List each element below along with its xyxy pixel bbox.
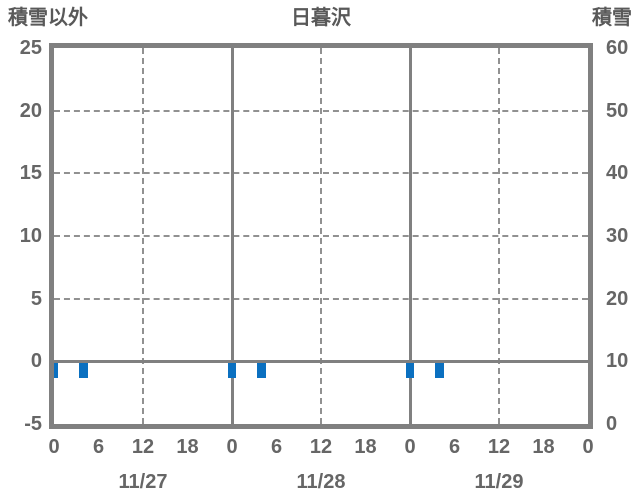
plot-frame [49,43,593,429]
x-axis-tick-label: 18 [176,436,199,458]
y-axis-left-tick-label: 5 [30,287,42,310]
y-axis-right-tick-label: 60 [606,37,629,59]
precip-bar [54,361,59,378]
precip-bar [79,361,89,378]
x-axis-tick-label: 18 [532,436,555,458]
date-label: 11/29 [474,471,524,493]
y-axis-left-tick-label: 20 [19,99,42,122]
y-axis-right-tick-label: 20 [606,287,629,310]
x-axis-tick-label: 18 [354,436,377,458]
x-axis-tick-label: 0 [226,436,238,458]
x-axis-tick-label: 0 [404,436,416,458]
right-axis-title: 積雪 [592,7,632,29]
y-axis-right-tick-label: 50 [606,99,629,122]
x-axis-tick-label: 0 [48,436,60,458]
plot-area [54,48,588,424]
precip-bar [435,361,445,378]
y-axis-right-tick-label: 10 [606,350,629,373]
x-axis-tick-label: 12 [309,436,333,458]
x-axis-tick-label: 0 [582,436,594,458]
precip-bar [257,361,267,378]
y-axis-left-tick-label: 0 [30,350,42,373]
y-axis-right-tick-label: 30 [606,225,629,247]
x-axis-tick-label: 12 [131,436,155,458]
precip-bar [227,361,237,378]
date-label: 11/27 [118,471,168,493]
y-axis-left-tick-label: 10 [19,225,42,247]
day-boundary-line [230,48,234,424]
x-axis-tick-label: 6 [92,436,105,458]
precip-bar [405,361,415,378]
x-axis-tick-label: 6 [270,436,283,458]
x-axis-tick-label: 6 [448,436,461,458]
date-label: 11/28 [296,471,346,493]
y-axis-right-tick-label: 0 [606,413,618,435]
x-axis-tick-label: 12 [487,436,511,458]
y-axis-right-tick-label: 40 [606,162,629,185]
y-axis-left-tick-label: -5 [24,413,42,435]
v-gridline [142,48,144,424]
zero-line [54,359,588,363]
chart-title: 日暮沢 [291,7,351,29]
y-axis-left-tick-label: 15 [19,162,42,185]
left-axis-title: 積雪以外 [8,7,88,29]
y-axis-left-tick-label: 25 [19,37,42,59]
v-gridline [320,48,322,424]
day-boundary-line [408,48,412,424]
v-gridline [498,48,500,424]
